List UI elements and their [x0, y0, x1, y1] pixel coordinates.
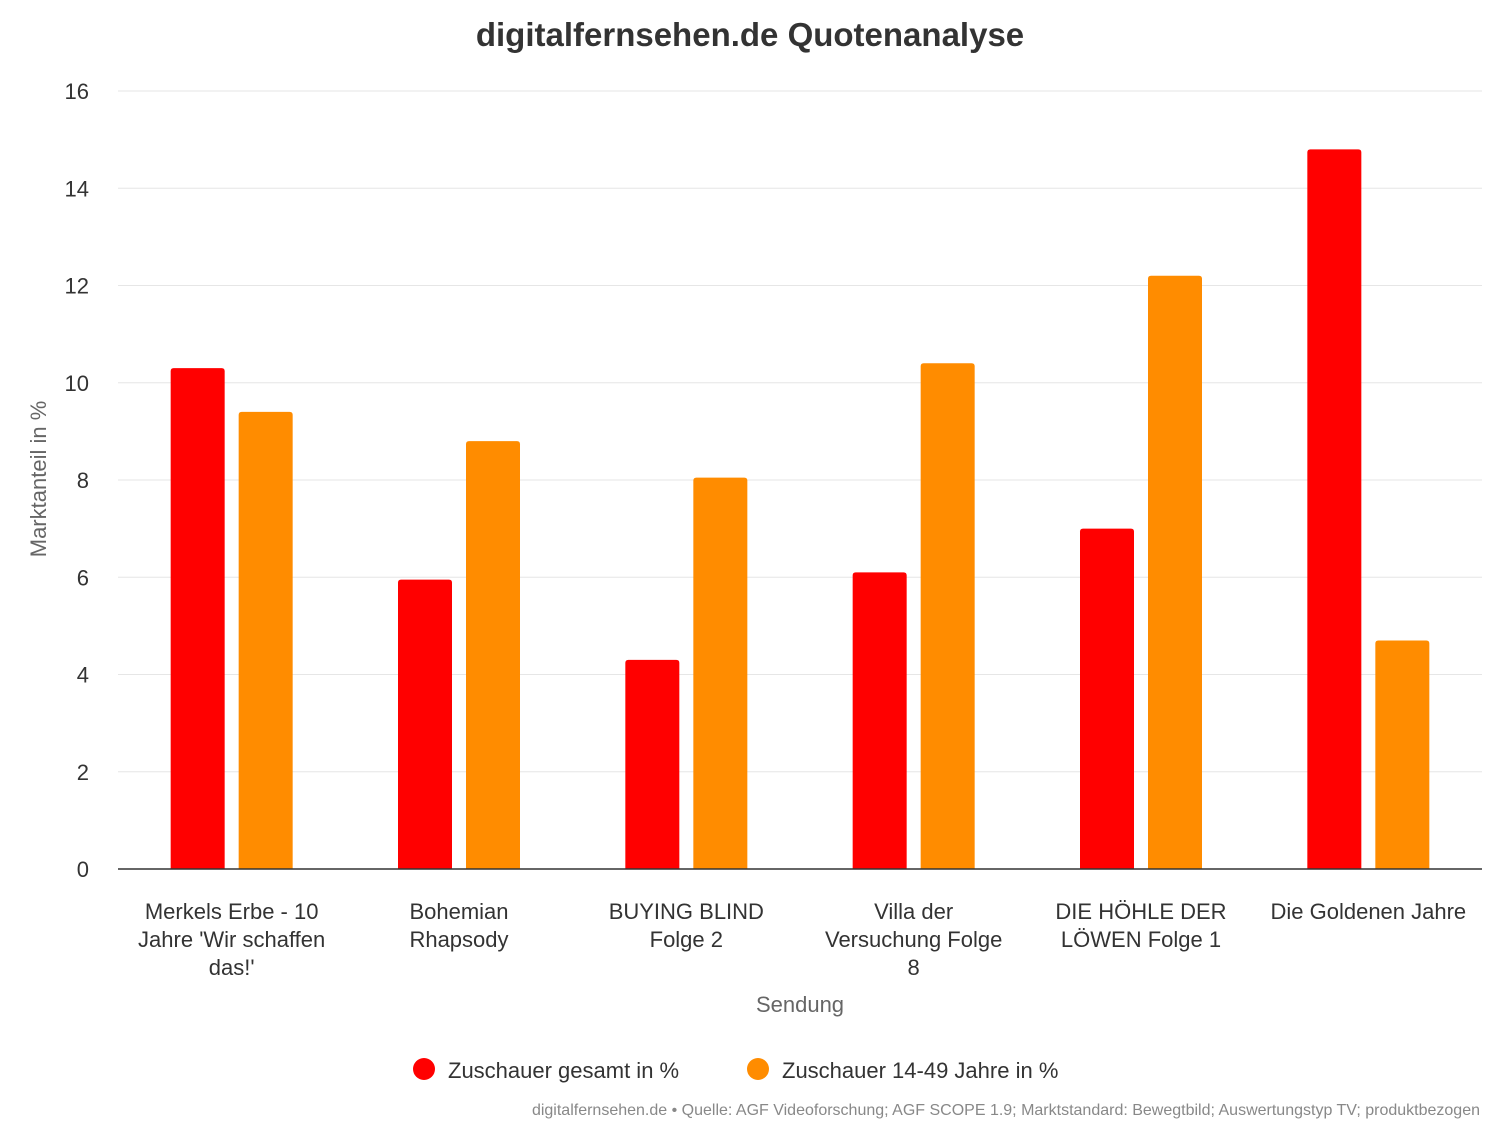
bar-series-2-cat-5[interactable] [1148, 275, 1202, 869]
x-category-label-line: BUYING BLIND [609, 899, 764, 924]
y-tick-label: 8 [77, 468, 89, 493]
y-tick-label: 4 [77, 663, 89, 688]
x-axis-title: Sendung [756, 992, 844, 1017]
x-category-label-line: Bohemian [409, 899, 508, 924]
legend-label: Zuschauer gesamt in % [448, 1058, 679, 1083]
bar-series-1-cat-6[interactable] [1307, 149, 1362, 870]
y-tick-label: 6 [77, 565, 89, 590]
x-category-label-line: Rhapsody [409, 927, 508, 952]
chart-title: digitalfernsehen.de Quotenanalyse [476, 16, 1024, 53]
bar-series-2-cat-2[interactable] [466, 441, 520, 869]
x-category-label: Bohemian Rhapsody [409, 899, 508, 952]
x-category-label-line: Merkels Erbe - 10 [145, 899, 319, 924]
x-category-label-line: Jahre 'Wir schaffen [138, 927, 325, 952]
x-category-label: BUYING BLIND Folge 2 [609, 899, 764, 952]
legend-item-2[interactable]: Zuschauer 14-49 Jahre in % [747, 1058, 1058, 1083]
x-category-label-line: Die Goldenen Jahre [1270, 899, 1466, 924]
gridlines [118, 90, 1482, 773]
x-category-label-line: DIE HÖHLE DER [1055, 899, 1226, 924]
bar-series-2-cat-4[interactable] [920, 363, 975, 869]
bar-series-2-cat-3[interactable] [693, 477, 748, 869]
y-axis-ticks: 0 2 4 6 8 10 12 14 16 [65, 79, 89, 882]
bar-series-2-cat-6[interactable] [1375, 640, 1430, 869]
x-category-label: Merkels Erbe - 10 Jahre 'Wir schaffen das!… [138, 899, 325, 980]
y-tick-label: 2 [77, 760, 89, 785]
bar-series-2-cat-1[interactable] [238, 411, 293, 869]
legend-label: Zuschauer 14-49 Jahre in % [782, 1058, 1058, 1083]
bar-series-1-cat-3[interactable] [625, 659, 680, 869]
x-category-label-line: Versuchung Folge [825, 927, 1002, 952]
credits-text[interactable]: digitalfernsehen.de • Quelle: AGF Videof… [532, 1102, 1480, 1119]
x-category-label-line: Folge 2 [650, 927, 723, 952]
legend-marker-icon [413, 1058, 435, 1080]
bar-series-1-cat-4[interactable] [852, 572, 907, 869]
bar-series-1-cat-1[interactable] [170, 368, 225, 869]
y-tick-label: 10 [65, 371, 89, 396]
x-category-label-line: Villa der [874, 899, 953, 924]
y-tick-label: 16 [65, 79, 89, 104]
y-tick-label: 14 [65, 176, 89, 201]
x-category-label-line: 8 [908, 955, 920, 980]
y-axis-title: Marktanteil in % [26, 401, 51, 558]
y-tick-label: 12 [65, 274, 89, 299]
x-category-label: DIE HÖHLE DER LÖWEN Folge 1 [1055, 899, 1226, 952]
bars[interactable] [170, 149, 1430, 870]
legend-item-1[interactable]: Zuschauer gesamt in % [413, 1058, 679, 1083]
x-category-label-line: LÖWEN Folge 1 [1061, 927, 1221, 952]
legend[interactable]: Zuschauer gesamt in % Zuschauer 14-49 Jah… [413, 1058, 1058, 1083]
x-category-label: Villa der Versuchung Folge 8 [825, 899, 1002, 980]
x-category-label-line: das!' [209, 955, 255, 980]
x-category-label: Die Goldenen Jahre [1270, 899, 1466, 924]
x-axis-category-labels: Merkels Erbe - 10 Jahre 'Wir schaffen das!… [138, 899, 1466, 980]
y-tick-label: 0 [77, 857, 89, 882]
bar-series-1-cat-5[interactable] [1080, 528, 1134, 869]
legend-marker-icon [747, 1058, 769, 1080]
bar-series-1-cat-2[interactable] [398, 579, 452, 869]
